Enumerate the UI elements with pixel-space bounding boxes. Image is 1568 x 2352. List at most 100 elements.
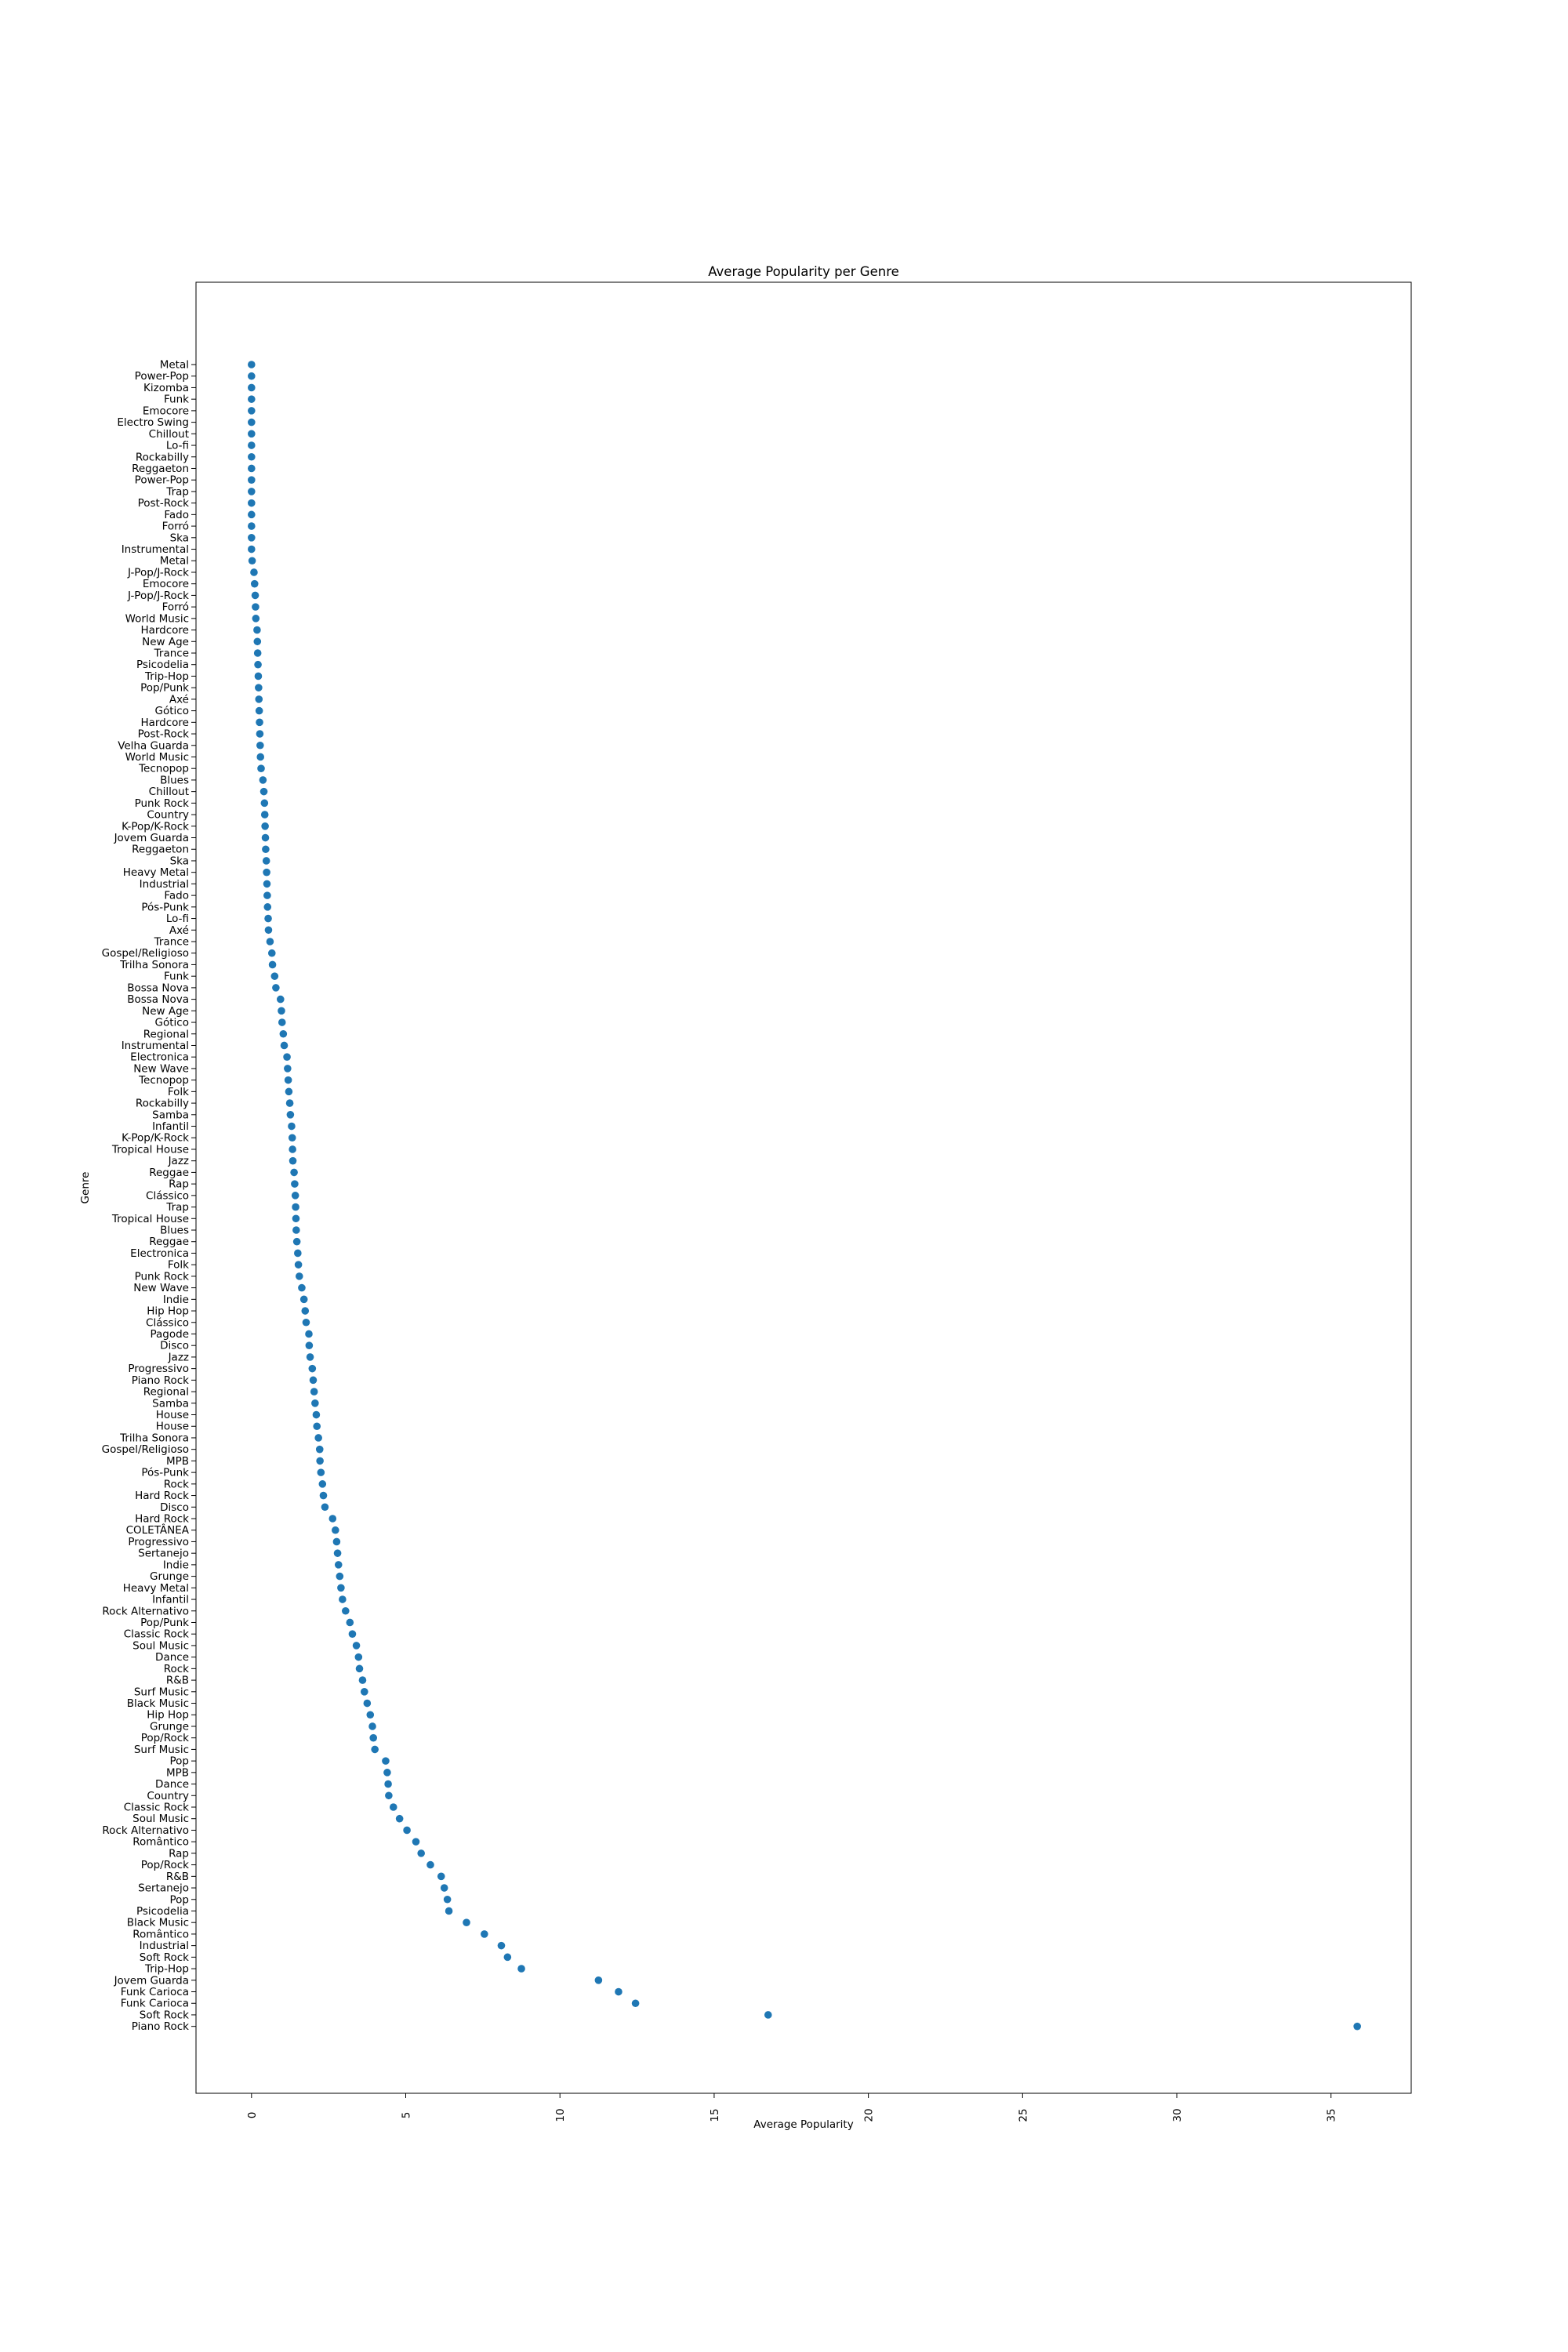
y-tick-label: Disco	[160, 1501, 189, 1514]
y-tick-label: Surf Music	[134, 1686, 189, 1698]
y-tick-label: Country	[147, 809, 189, 822]
y-tick-label: Infantil	[152, 1594, 189, 1606]
y-tick-label: Pop	[170, 1893, 190, 1906]
data-point	[440, 1884, 448, 1892]
y-tick-label: Electro Swing	[117, 416, 189, 429]
data-point	[382, 1757, 390, 1765]
y-tick-label: Funk	[164, 971, 189, 983]
data-point	[292, 1203, 299, 1211]
x-tick-label: 25	[1017, 2108, 1029, 2122]
chart-title: Average Popularity per Genre	[708, 264, 899, 279]
y-tick-label: Industrial	[140, 1940, 189, 1952]
y-tick-label: Piano Rock	[132, 2020, 189, 2033]
y-tick-label: Folk	[168, 1259, 189, 1272]
marks-layer	[248, 361, 1361, 2031]
y-tick-label: Rap	[169, 1847, 189, 1860]
data-point	[248, 407, 256, 415]
data-point	[276, 995, 285, 1004]
y-tick-label: Pop/Rock	[141, 1859, 189, 1871]
y-tick-label: Kizomba	[143, 382, 189, 394]
data-point	[333, 1549, 342, 1557]
y-tick-label: Country	[147, 1790, 189, 1802]
y-tick-label: Punk Rock	[135, 797, 190, 810]
y-tick-label: Gospel/Religioso	[102, 1443, 189, 1456]
y-tick-label: Forró	[162, 601, 189, 614]
y-tick-label: New Age	[142, 636, 189, 648]
y-tick-label: Hard Rock	[135, 1490, 189, 1502]
y-tick-label: Hip Hop	[147, 1709, 189, 1722]
data-point	[294, 1249, 302, 1258]
y-tick-label: Rock	[164, 1663, 189, 1675]
data-point	[250, 579, 259, 588]
data-point	[290, 1168, 298, 1177]
data-point	[289, 1145, 296, 1153]
data-point	[315, 1445, 324, 1454]
y-tick-label: Rockabilly	[136, 451, 189, 463]
x-tick-label: 10	[554, 2108, 567, 2122]
y-tick-label: Tecnopop	[138, 763, 189, 775]
data-point	[383, 1769, 391, 1777]
data-point	[1353, 2022, 1361, 2031]
data-point	[346, 1618, 354, 1627]
y-tick-label: Instrumental	[122, 1040, 189, 1052]
y-tick-label: Jazz	[168, 1351, 189, 1363]
y-tick-label: New Wave	[133, 1062, 189, 1075]
y-tick-label: Pagode	[150, 1328, 189, 1341]
y-tick-label: Heavy Metal	[123, 866, 189, 879]
data-point	[426, 1860, 434, 1869]
data-point	[263, 880, 271, 888]
data-point	[594, 1976, 603, 1984]
y-tick-label: Clássico	[146, 1189, 189, 1202]
y-tick-label: Rap	[169, 1178, 189, 1191]
data-point	[295, 1272, 303, 1280]
y-tick-label: Funk	[164, 394, 189, 406]
y-tick-label: Chillout	[149, 428, 189, 441]
data-point	[248, 430, 256, 438]
data-point	[306, 1353, 314, 1361]
data-point	[248, 476, 256, 484]
y-tick-label: Forró	[162, 521, 189, 533]
y-tick-label: Trip-Hop	[144, 1963, 189, 1976]
y-tick-label: Ska	[170, 532, 189, 544]
y-tick-label: Regional	[143, 1028, 189, 1040]
data-point	[355, 1664, 364, 1673]
data-point	[248, 510, 256, 519]
data-point	[313, 1422, 321, 1431]
y-tick-label: Sertanejo	[138, 1548, 189, 1560]
y-tick-label: MPB	[166, 1766, 189, 1779]
y-tick-label: Rock	[164, 1478, 189, 1490]
y-tick-label: Classic Rock	[124, 1802, 189, 1814]
y-tick-label: Samba	[152, 1397, 189, 1410]
y-tick-label: J-Pop/J-Rock	[127, 566, 189, 579]
y-tick-label: MPB	[166, 1455, 189, 1468]
y-tick-label: Metal	[160, 359, 189, 372]
data-point	[264, 926, 273, 935]
y-tick-label: Bossa Nova	[127, 993, 189, 1006]
data-point	[253, 649, 262, 657]
y-tick-label: Soul Music	[132, 1639, 189, 1652]
data-point	[254, 660, 262, 669]
data-point	[389, 1803, 397, 1811]
y-tick-label: Industrial	[140, 878, 189, 891]
data-point	[286, 1111, 295, 1119]
y-tick-label: Tropical House	[111, 1213, 189, 1225]
y-tick-label: Pop/Rock	[141, 1732, 189, 1744]
data-point	[292, 1237, 301, 1246]
x-axis-label: Average Popularity	[753, 2118, 853, 2131]
data-point	[463, 1918, 470, 1926]
data-point	[291, 1192, 299, 1200]
y-tick-label: Funk Carioca	[121, 1986, 189, 1998]
data-point	[248, 557, 256, 565]
y-tick-label: Clássico	[146, 1316, 189, 1329]
data-point	[615, 1987, 622, 1996]
data-point	[248, 441, 256, 449]
y-tick-label: Tropical House	[111, 1143, 189, 1156]
data-point	[263, 891, 271, 899]
y-tick-label: Samba	[152, 1109, 189, 1121]
data-point	[252, 615, 260, 622]
y-tick-label: Post-Rock	[138, 497, 190, 510]
data-point	[270, 972, 279, 980]
data-point	[314, 1434, 322, 1442]
y-tick-label: Surf Music	[134, 1744, 189, 1756]
y-tick-label: World Music	[125, 751, 189, 764]
